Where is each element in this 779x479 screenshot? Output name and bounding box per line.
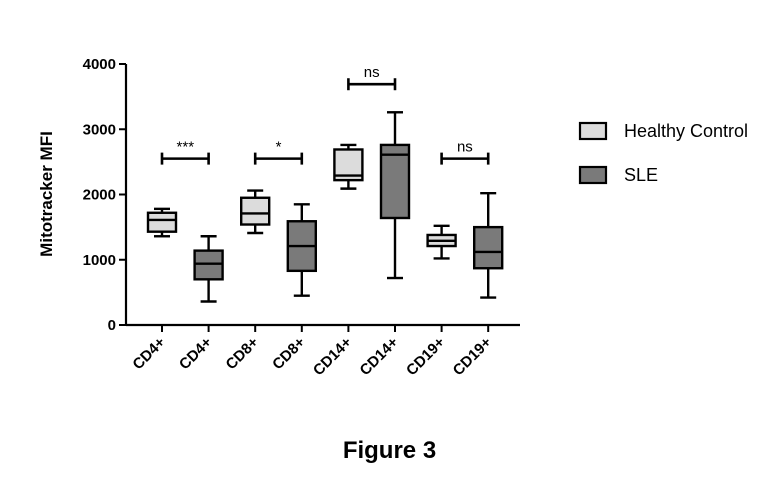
legend-item-1: Healthy Control [578, 121, 748, 141]
box-series [146, 111, 504, 303]
legend: Healthy Control SLE [578, 121, 748, 185]
legend-item-2: SLE [578, 165, 658, 185]
legend-swatch [578, 165, 608, 185]
legend-swatch [578, 121, 608, 141]
box-2 [193, 235, 224, 303]
iqr-box [146, 211, 178, 233]
significance-4: ns [440, 139, 490, 165]
significance-label: ns [364, 64, 380, 81]
box-6 [379, 111, 411, 280]
legend-label: Healthy Control [624, 121, 748, 141]
figure-caption: Figure 3 [342, 437, 437, 464]
significance-2: * [253, 139, 304, 165]
y-axis-label: Mitotracker MFI [37, 131, 56, 257]
legend-label: SLE [624, 165, 658, 185]
x-tick-label: CD8+ [269, 334, 309, 374]
y-tick-label: 3000 [83, 121, 116, 138]
x-tick-label: CD14+ [310, 334, 356, 380]
x-tick-label: CD4+ [129, 334, 169, 374]
x-tick-label: CD19+ [403, 334, 449, 380]
box-8 [473, 191, 504, 299]
box-5 [333, 143, 364, 190]
x-tick-label: CD4+ [176, 334, 216, 374]
y-tick-label: 1000 [83, 252, 116, 269]
significance-label: ns [457, 139, 473, 156]
x-tick-label: CD8+ [223, 334, 263, 374]
x-tick-label: CD14+ [356, 334, 402, 380]
box-4 [286, 203, 317, 297]
box-7 [426, 224, 457, 260]
x-tick-label: CD19+ [450, 334, 496, 380]
y-tick-label: 2000 [83, 187, 116, 204]
iqr-box [239, 196, 271, 226]
significance-label: * [276, 139, 282, 156]
y-tick-label: 4000 [83, 56, 116, 73]
x-axis: CD4+ CD4+ CD8+ CD8+ CD14+ CD14+ CD19+ CD19+ [126, 323, 520, 380]
y-tick-label: 0 [108, 317, 116, 334]
box-1 [146, 207, 178, 238]
y-axis: 0 1000 2000 3000 4000 [83, 56, 128, 334]
iqr-box [379, 143, 411, 220]
iqr-box [193, 249, 224, 281]
box-3 [239, 189, 271, 235]
significance-3: ns [347, 64, 397, 91]
iqr-box [473, 225, 504, 270]
significance-1: *** [160, 139, 210, 165]
significance-label: *** [177, 139, 195, 156]
